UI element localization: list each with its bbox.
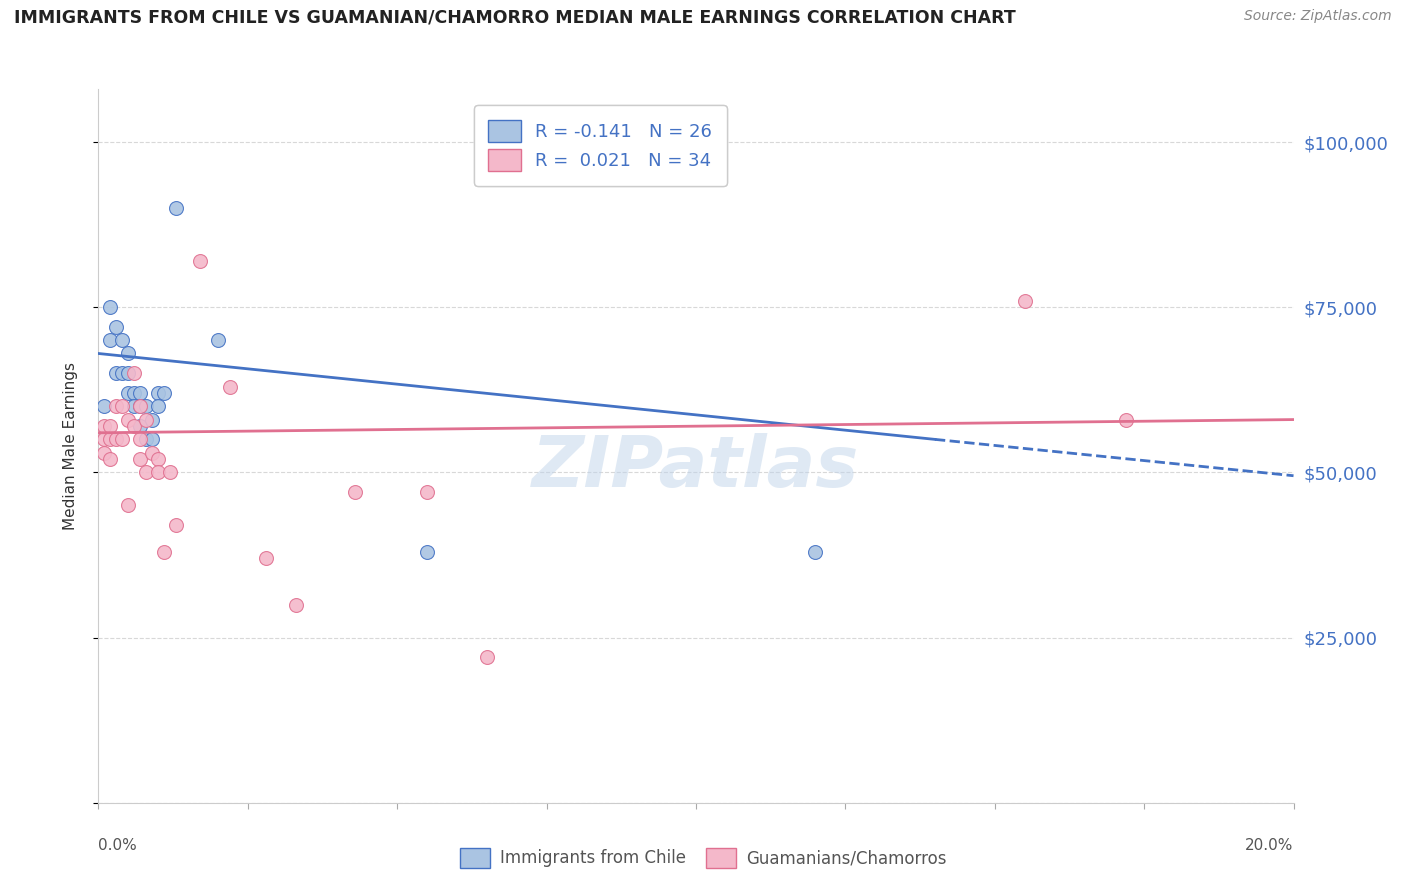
Point — [93, 433, 115, 447]
Point — [135, 466, 157, 480]
Point — [165, 518, 187, 533]
Point — [159, 466, 181, 480]
Point — [105, 433, 128, 447]
Point — [416, 545, 439, 559]
Point — [124, 386, 146, 401]
Legend: Immigrants from Chile, Guamanians/Chamorros: Immigrants from Chile, Guamanians/Chamor… — [453, 841, 953, 875]
Point — [129, 419, 152, 434]
Point — [284, 598, 307, 612]
Point — [141, 445, 163, 459]
Point — [105, 320, 128, 334]
Point — [93, 400, 115, 414]
Text: ZIPatlas: ZIPatlas — [533, 433, 859, 502]
Point — [124, 400, 146, 414]
Point — [129, 452, 152, 467]
Point — [129, 400, 152, 414]
Point — [93, 419, 115, 434]
Point — [135, 400, 157, 414]
Point — [129, 400, 152, 414]
Point — [117, 346, 139, 360]
Point — [219, 379, 242, 393]
Point — [207, 333, 229, 347]
Point — [129, 433, 152, 447]
Point — [188, 254, 211, 268]
Point — [111, 433, 134, 447]
Point — [93, 445, 115, 459]
Point — [117, 367, 139, 381]
Point — [148, 466, 170, 480]
Point — [100, 433, 122, 447]
Point — [153, 386, 176, 401]
Point — [1115, 412, 1137, 426]
Point — [124, 367, 146, 381]
Point — [100, 300, 122, 314]
Point — [117, 386, 139, 401]
Point — [135, 433, 157, 447]
Point — [804, 545, 827, 559]
Point — [1014, 293, 1036, 308]
Legend: R = -0.141   N = 26, R =  0.021   N = 34: R = -0.141 N = 26, R = 0.021 N = 34 — [474, 105, 727, 186]
Text: Source: ZipAtlas.com: Source: ZipAtlas.com — [1244, 9, 1392, 23]
Point — [148, 452, 170, 467]
Point — [100, 333, 122, 347]
Point — [129, 386, 152, 401]
Point — [117, 499, 139, 513]
Point — [416, 485, 439, 500]
Text: IMMIGRANTS FROM CHILE VS GUAMANIAN/CHAMORRO MEDIAN MALE EARNINGS CORRELATION CHA: IMMIGRANTS FROM CHILE VS GUAMANIAN/CHAMO… — [14, 9, 1015, 27]
Point — [105, 367, 128, 381]
Text: 20.0%: 20.0% — [1246, 838, 1294, 854]
Point — [153, 545, 176, 559]
Point — [105, 400, 128, 414]
Point — [100, 419, 122, 434]
Point — [111, 333, 134, 347]
Point — [111, 400, 134, 414]
Point — [141, 412, 163, 426]
Point — [344, 485, 367, 500]
Point — [117, 412, 139, 426]
Text: 0.0%: 0.0% — [98, 838, 138, 854]
Point — [148, 386, 170, 401]
Point — [100, 452, 122, 467]
Point — [111, 367, 134, 381]
Point — [165, 201, 187, 215]
Point — [475, 650, 498, 665]
Point — [135, 412, 157, 426]
Y-axis label: Median Male Earnings: Median Male Earnings — [63, 362, 77, 530]
Point — [124, 419, 146, 434]
Point — [148, 400, 170, 414]
Point — [254, 551, 277, 566]
Point — [141, 433, 163, 447]
